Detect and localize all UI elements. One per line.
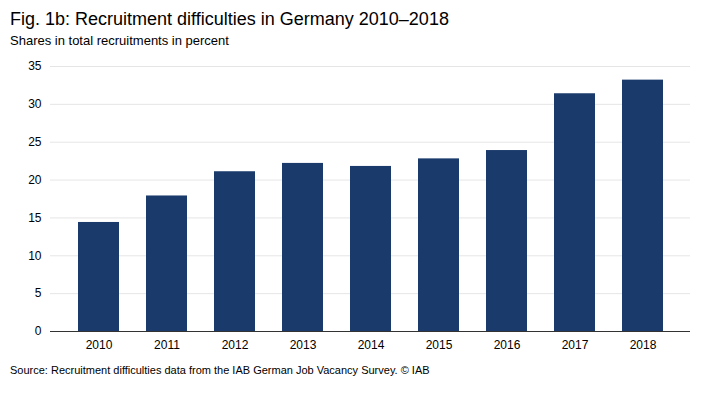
svg-text:2017: 2017 (562, 338, 589, 352)
svg-text:0: 0 (35, 324, 42, 338)
svg-text:30: 30 (28, 97, 42, 111)
svg-text:2013: 2013 (290, 338, 317, 352)
svg-text:2010: 2010 (86, 338, 113, 352)
svg-text:2018: 2018 (630, 338, 657, 352)
svg-text:2014: 2014 (358, 338, 385, 352)
svg-text:2011: 2011 (154, 338, 180, 352)
svg-text:2016: 2016 (494, 338, 521, 352)
svg-text:25: 25 (28, 135, 42, 149)
html-text:Shares in total recruitments i: Shares in total recruitments in percent (10, 33, 229, 48)
html-text:Source: Recruitment difficulti: Source: Recruitment difficulties data fr… (10, 364, 430, 376)
html-text:Fig. 1b: Recruitment difficult: Fig. 1b: Recruitment difficulties in Ger… (10, 9, 449, 29)
svg-text:2015: 2015 (426, 338, 453, 352)
svg-text:35: 35 (28, 59, 42, 73)
svg-text:15: 15 (28, 211, 42, 225)
svg-text:10: 10 (28, 249, 42, 263)
svg-text:20: 20 (28, 173, 42, 187)
svg-text:2012: 2012 (222, 338, 249, 352)
svg-text:5: 5 (35, 286, 42, 300)
